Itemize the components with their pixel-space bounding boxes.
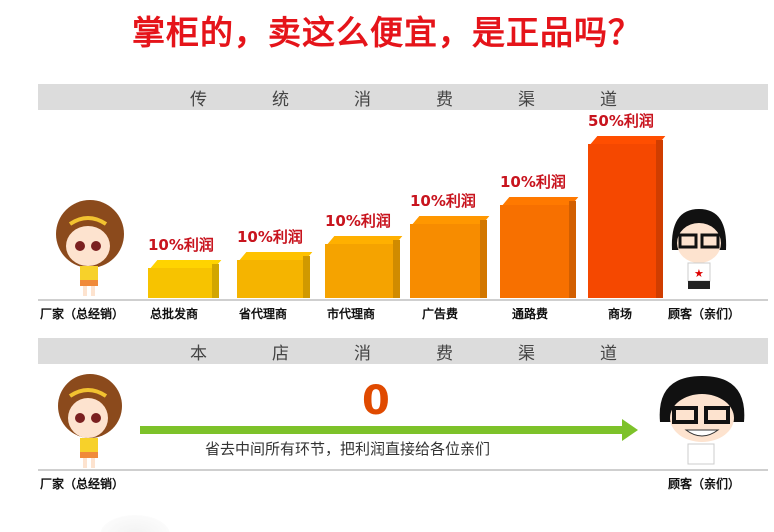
header-char: 统 xyxy=(272,89,289,110)
channel-bar xyxy=(588,136,666,298)
bar-front xyxy=(148,268,212,298)
channel-label: 通路费 xyxy=(512,307,549,321)
customer-label: 顾客（亲们） xyxy=(668,477,741,491)
profit-label: 10%利润 xyxy=(148,236,214,254)
crying-customer-icon: ★ xyxy=(671,209,727,289)
channel-bar xyxy=(237,252,313,298)
channel-label: 省代理商 xyxy=(239,307,288,321)
headline: 掌柜的，卖这么便宜，是正品吗？ xyxy=(132,13,642,52)
manufacturer-girl-icon xyxy=(58,374,122,468)
bar-front xyxy=(325,244,393,298)
decorative-shape xyxy=(100,515,170,532)
header-char: 店 xyxy=(272,343,289,364)
bar-top xyxy=(412,216,490,224)
bar-front xyxy=(237,260,303,298)
bar-side xyxy=(656,140,663,298)
bar-side xyxy=(393,240,400,298)
store-channel-header: 本 店 消 费 渠 道 xyxy=(38,338,768,364)
header-char: 渠 xyxy=(518,89,535,110)
bar-side xyxy=(569,201,576,298)
middlemen-count: 0 xyxy=(362,378,390,424)
channel-label: 商场 xyxy=(608,307,633,321)
profit-label: 10%利润 xyxy=(237,228,303,246)
header-char: 费 xyxy=(436,89,453,110)
channel-label: 总批发商 xyxy=(150,307,199,321)
channel-bar xyxy=(325,236,403,298)
traditional-channel-header: 传 统 消 费 渠 道 xyxy=(38,84,768,110)
profit-label: 10%利润 xyxy=(500,173,566,191)
bar-front xyxy=(410,224,480,298)
direct-arrow-icon xyxy=(140,419,638,441)
baseline xyxy=(38,299,768,301)
bar-top xyxy=(327,236,403,244)
manufacturer-girl-icon xyxy=(56,200,124,296)
profit-label: 10%利润 xyxy=(325,212,391,230)
channel-label: 市代理商 xyxy=(327,307,376,321)
bar-front xyxy=(500,205,569,298)
bar-top xyxy=(590,136,666,144)
bar-side xyxy=(303,256,310,298)
header-char: 道 xyxy=(600,343,617,364)
bar-top xyxy=(502,197,579,205)
header-char: 消 xyxy=(354,89,371,110)
manufacturer-label: 厂家（总经销） xyxy=(40,477,125,491)
baseline xyxy=(38,469,768,471)
bar-side xyxy=(212,264,219,298)
channel-bar xyxy=(148,260,222,298)
bar-front xyxy=(588,144,656,298)
direct-note: 省去中间所有环节，把利润直接给各位亲们 xyxy=(205,440,491,458)
header-char: 道 xyxy=(600,89,617,110)
profit-label: 50%利润 xyxy=(588,112,654,130)
svg-text:★: ★ xyxy=(694,267,704,280)
header-char: 传 xyxy=(190,89,207,110)
manufacturer-label: 厂家（总经销） xyxy=(40,307,125,321)
bar-top xyxy=(150,260,222,268)
channel-bar xyxy=(410,216,490,298)
customer-label: 顾客（亲们） xyxy=(668,307,741,321)
profit-label: 10%利润 xyxy=(410,192,476,210)
channel-bar xyxy=(500,197,579,298)
header-char: 本 xyxy=(190,343,207,364)
header-char: 渠 xyxy=(518,343,535,364)
channel-label: 广告费 xyxy=(422,307,459,321)
bar-top xyxy=(239,252,313,260)
bar-side xyxy=(480,220,487,298)
happy-customer-icon xyxy=(659,376,745,465)
header-char: 费 xyxy=(436,343,453,364)
header-char: 消 xyxy=(354,343,371,364)
